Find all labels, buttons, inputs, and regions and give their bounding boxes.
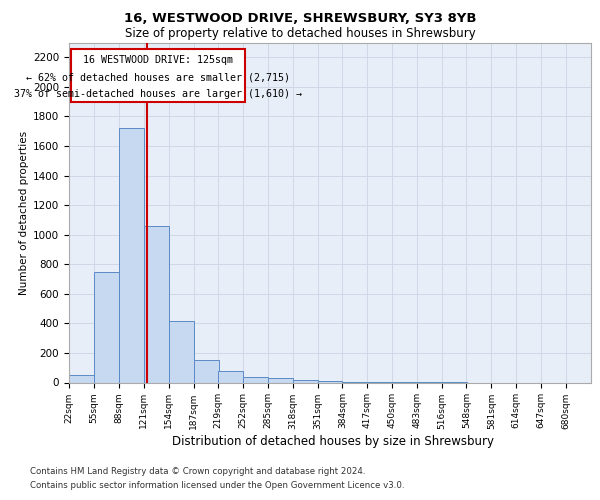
Bar	[69, 375, 94, 382]
Bar	[169, 321, 194, 382]
Text: Contains public sector information licensed under the Open Government Licence v3: Contains public sector information licen…	[30, 481, 404, 490]
FancyBboxPatch shape	[71, 48, 245, 102]
Bar	[94, 272, 119, 382]
Bar	[218, 372, 243, 382]
Bar	[144, 226, 169, 382]
Text: 16, WESTWOOD DRIVE, SHREWSBURY, SY3 8YB: 16, WESTWOOD DRIVE, SHREWSBURY, SY3 8YB	[124, 12, 476, 26]
Text: Contains HM Land Registry data © Crown copyright and database right 2024.: Contains HM Land Registry data © Crown c…	[30, 468, 365, 476]
Bar	[194, 360, 218, 382]
Text: Size of property relative to detached houses in Shrewsbury: Size of property relative to detached ho…	[125, 28, 475, 40]
Text: 16 WESTWOOD DRIVE: 125sqm: 16 WESTWOOD DRIVE: 125sqm	[83, 56, 233, 66]
Bar	[293, 380, 317, 382]
Y-axis label: Number of detached properties: Number of detached properties	[19, 130, 29, 294]
Text: Distribution of detached houses by size in Shrewsbury: Distribution of detached houses by size …	[172, 435, 494, 448]
Bar	[119, 128, 144, 382]
Text: ← 62% of detached houses are smaller (2,715): ← 62% of detached houses are smaller (2,…	[26, 72, 290, 83]
Text: 37% of semi-detached houses are larger (1,610) →: 37% of semi-detached houses are larger (…	[14, 90, 302, 100]
Bar	[268, 378, 293, 382]
Bar	[243, 376, 268, 382]
